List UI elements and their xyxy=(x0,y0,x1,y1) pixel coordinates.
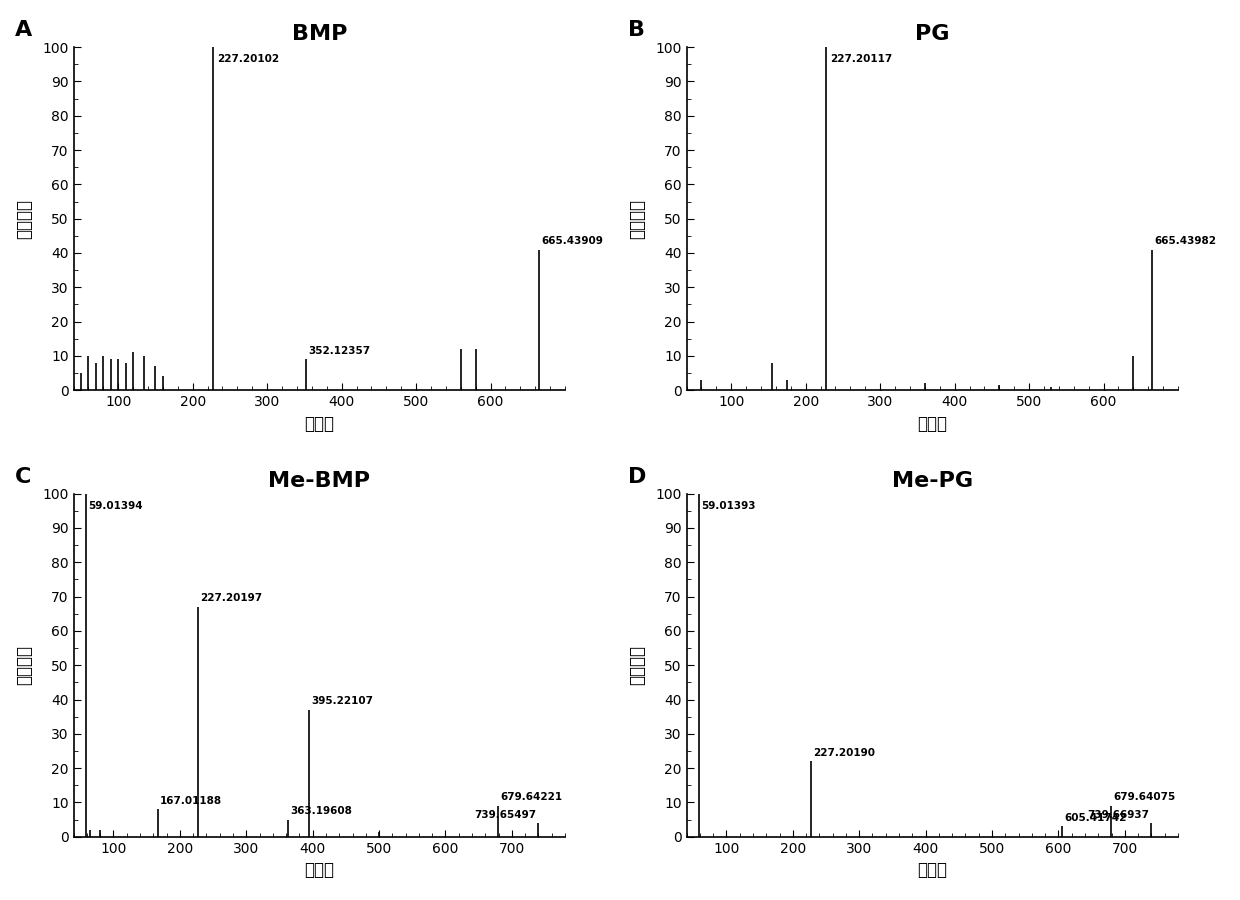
Title: BMP: BMP xyxy=(291,24,347,44)
Text: B: B xyxy=(627,21,645,40)
Text: 相对丰度: 相对丰度 xyxy=(629,645,646,685)
Text: 665.43982: 665.43982 xyxy=(1154,236,1216,246)
Text: 相对丰度: 相对丰度 xyxy=(15,645,33,685)
Text: 59.01394: 59.01394 xyxy=(88,500,143,510)
Text: 227.20190: 227.20190 xyxy=(813,748,875,758)
Text: 605.41742: 605.41742 xyxy=(1064,813,1126,823)
Title: Me-PG: Me-PG xyxy=(892,471,973,491)
Text: 739.65497: 739.65497 xyxy=(474,810,536,820)
Text: 679.64221: 679.64221 xyxy=(501,792,563,803)
Text: 相对丰度: 相对丰度 xyxy=(629,199,646,238)
Text: D: D xyxy=(627,467,646,487)
Text: 59.01393: 59.01393 xyxy=(701,500,755,510)
Text: 227.20102: 227.20102 xyxy=(217,54,279,64)
Text: 相对丰度: 相对丰度 xyxy=(15,199,33,238)
Text: 227.20197: 227.20197 xyxy=(200,593,262,603)
Title: Me-BMP: Me-BMP xyxy=(268,471,371,491)
Text: 665.43909: 665.43909 xyxy=(542,236,604,246)
Text: 395.22107: 395.22107 xyxy=(311,697,373,706)
Text: 739.66937: 739.66937 xyxy=(1087,810,1149,820)
Text: 167.01188: 167.01188 xyxy=(160,796,222,806)
Text: 679.64075: 679.64075 xyxy=(1114,792,1176,803)
Title: PG: PG xyxy=(915,24,950,44)
Text: 352.12357: 352.12357 xyxy=(309,346,371,356)
X-axis label: 质荷比: 质荷比 xyxy=(304,861,335,879)
Text: 363.19608: 363.19608 xyxy=(290,806,352,816)
Text: A: A xyxy=(15,21,32,40)
Text: C: C xyxy=(15,467,31,487)
X-axis label: 质荷比: 质荷比 xyxy=(918,415,947,433)
Text: 227.20117: 227.20117 xyxy=(830,54,892,64)
X-axis label: 质荷比: 质荷比 xyxy=(918,861,947,879)
X-axis label: 质荷比: 质荷比 xyxy=(304,415,335,433)
